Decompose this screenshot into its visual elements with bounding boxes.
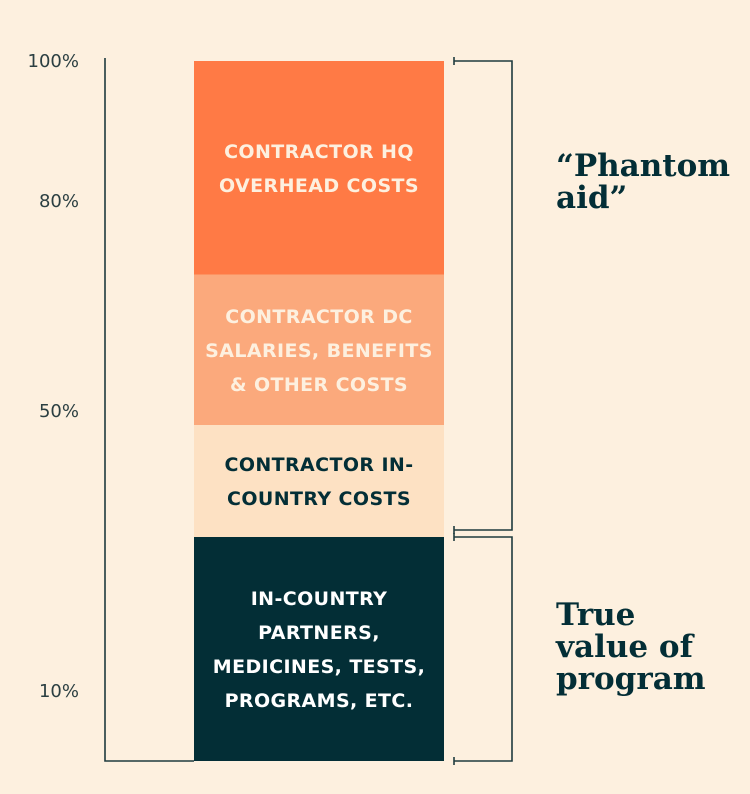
segment-label-in-country-partners: PARTNERS,	[258, 622, 380, 644]
bracket-label-phantom-aid: “Phantom	[556, 148, 730, 184]
bar-segment-contractor-in-country	[194, 425, 444, 537]
y-tick-label: 80%	[39, 191, 79, 212]
bar-segment-in-country-partners	[194, 537, 444, 761]
bracket-true-value	[454, 536, 513, 762]
bar-segment-contractor-dc	[194, 274, 444, 425]
segment-label-contractor-in-country: COUNTRY COSTS	[227, 488, 411, 510]
segment-label-in-country-partners: MEDICINES, TESTS,	[213, 656, 425, 678]
bracket-label-true-value: program	[556, 661, 706, 697]
bracket-label-phantom-aid: aid”	[556, 180, 627, 216]
y-axis-line	[104, 58, 194, 762]
segment-label-contractor-in-country: CONTRACTOR IN-	[224, 454, 413, 476]
axis-layer: 100% 80% 50% 10%	[28, 51, 194, 762]
segment-label-contractor-dc: SALARIES, BENEFITS	[205, 340, 433, 362]
segment-label-contractor-dc: CONTRACTOR DC	[225, 306, 413, 328]
segment-label-in-country-partners: IN-COUNTRY	[251, 588, 388, 610]
stacked-bar: IN-COUNTRY PARTNERS, MEDICINES, TESTS, PROG…	[194, 61, 444, 761]
y-tick-label: 10%	[39, 681, 79, 702]
bracket-label-true-value: True	[556, 597, 635, 633]
segment-label-in-country-partners: PROGRAMS, ETC.	[225, 690, 414, 712]
bracket-label-true-value: value of	[555, 629, 695, 665]
segment-label-contractor-hq: OVERHEAD COSTS	[219, 175, 419, 197]
bracket-phantom-aid	[454, 60, 513, 531]
segment-label-contractor-hq: CONTRACTOR HQ	[224, 141, 414, 163]
bar-segment-contractor-hq	[194, 61, 444, 275]
y-tick-label: 100%	[28, 51, 79, 72]
y-tick-label: 50%	[39, 401, 79, 422]
segment-label-contractor-dc: & OTHER COSTS	[230, 374, 408, 396]
